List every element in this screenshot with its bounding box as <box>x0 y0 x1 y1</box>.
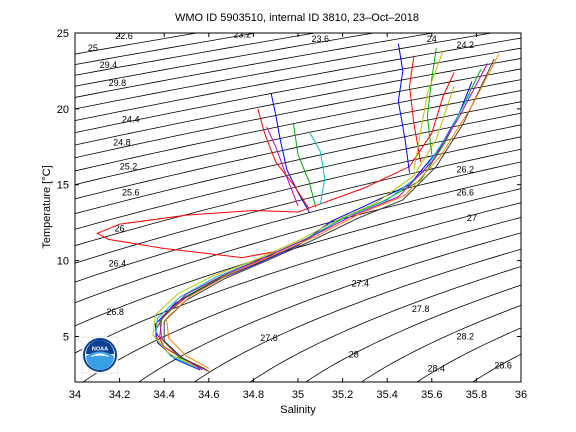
density-contour-line <box>75 33 436 98</box>
density-contour-line <box>75 33 200 55</box>
density-contour-label: 25.6 <box>122 187 140 197</box>
noaa-logo-gull <box>90 353 110 357</box>
density-contour-line <box>75 161 521 283</box>
x-tick-label: 35.8 <box>466 389 487 401</box>
density-contours <box>75 33 521 382</box>
density-contour-line <box>138 232 521 382</box>
density-contour-line <box>75 174 521 304</box>
density-contour-line <box>82 217 521 382</box>
density-contour-line <box>75 37 521 121</box>
density-contour-line <box>75 58 521 146</box>
profile-series <box>96 43 500 372</box>
profile-series-line <box>165 54 500 369</box>
y-tick-label: 15 <box>57 180 69 192</box>
density-contour-label: 26.2 <box>456 165 474 175</box>
x-tick-label: 35.2 <box>332 389 353 401</box>
density-contour-label: 28.6 <box>494 360 512 370</box>
density-contour-label: 25 <box>88 43 98 53</box>
density-contour-line <box>75 136 521 247</box>
density-contour-label: 22.6 <box>115 31 133 41</box>
noaa-logo: NOAA <box>81 336 119 374</box>
profile-series-line <box>163 58 495 371</box>
density-contour-label: 26.4 <box>109 259 127 269</box>
y-tick-label: 10 <box>57 256 69 268</box>
density-contour-line <box>75 148 521 264</box>
profile-series-line <box>270 93 310 213</box>
profile-series-line <box>397 43 410 173</box>
x-tick-label: 35.4 <box>376 389 397 401</box>
y-tick-label: 20 <box>57 104 69 116</box>
density-contour-line <box>75 33 377 87</box>
noaa-logo-text: NOAA <box>92 347 108 353</box>
profile-series-line <box>159 63 488 371</box>
profile-series-line <box>426 48 437 155</box>
density-contour-line <box>75 112 521 215</box>
x-tick-label: 34.8 <box>243 389 264 401</box>
density-contour-label: 28.2 <box>456 331 474 341</box>
density-contour-label: 29.4 <box>100 60 118 70</box>
y-axis-ticks: 5 10 15 20 25 <box>57 28 521 343</box>
noaa-logo-sky <box>86 340 114 354</box>
y-tick-label: 25 <box>57 28 69 40</box>
density-contour-label: 23.2 <box>233 30 251 40</box>
x-tick-label: 34.6 <box>198 389 219 401</box>
density-contour-label: 27.6 <box>260 333 278 343</box>
density-contour-line <box>75 68 521 159</box>
density-contour-line <box>472 353 521 382</box>
x-tick-label: 36 <box>515 389 527 401</box>
density-contour-line <box>249 266 521 382</box>
profile-series-line <box>293 123 317 208</box>
profile-series-line <box>308 131 326 205</box>
profile-series-line <box>413 51 444 170</box>
x-axis-ticks: 34 34.2 34.4 34.6 34.8 35 35.2 35.4 35.6 35.8 36 <box>69 33 527 401</box>
x-tick-label: 34 <box>69 389 81 401</box>
x-tick-label: 34.4 <box>153 389 174 401</box>
density-contour-line <box>305 284 521 382</box>
density-contour-label: 24.8 <box>113 137 131 147</box>
y-tick-label: 5 <box>63 331 69 343</box>
density-contour-line <box>75 47 521 134</box>
x-tick-label: 35.6 <box>421 389 442 401</box>
density-contour-line <box>193 248 521 382</box>
profile-series-line <box>408 55 422 163</box>
density-contour-label: 27 <box>467 213 477 223</box>
density-contour-line <box>75 124 521 230</box>
density-contour-label: 23.6 <box>312 34 330 44</box>
density-contour-label: 25.2 <box>120 162 138 172</box>
density-contour-label: 26.8 <box>106 307 124 317</box>
density-contour-label: 28 <box>349 350 359 360</box>
density-contour-label: 26.6 <box>456 187 474 197</box>
profile-series-line <box>152 85 455 368</box>
y-axis-label: Temperature [°C] <box>41 165 53 248</box>
density-contour-label: 27.8 <box>412 304 430 314</box>
density-contour-line <box>75 33 495 110</box>
profile-series-line <box>266 126 299 207</box>
density-contour-line <box>360 304 521 382</box>
x-tick-label: 34.2 <box>109 389 130 401</box>
density-contour-line <box>75 33 259 65</box>
density-contour-line <box>75 33 318 76</box>
density-contour-label: 29.8 <box>109 78 127 88</box>
chart-title: WMO ID 5903510, internal ID 3810, 23–Oct… <box>175 12 419 24</box>
profile-series-line <box>257 108 310 210</box>
density-contour-line <box>75 188 521 327</box>
x-axis-label: Salinity <box>280 404 316 416</box>
density-contour-line <box>416 327 521 382</box>
density-contour-label: 24.4 <box>122 114 140 124</box>
x-tick-label: 35 <box>292 389 304 401</box>
density-contour-label: 27.4 <box>352 278 370 288</box>
density-contour-label: 24.2 <box>456 40 474 50</box>
density-contour-label: 26 <box>115 224 125 234</box>
density-contour-label: 28.4 <box>427 363 445 373</box>
density-contour-label: 24 <box>427 34 437 44</box>
